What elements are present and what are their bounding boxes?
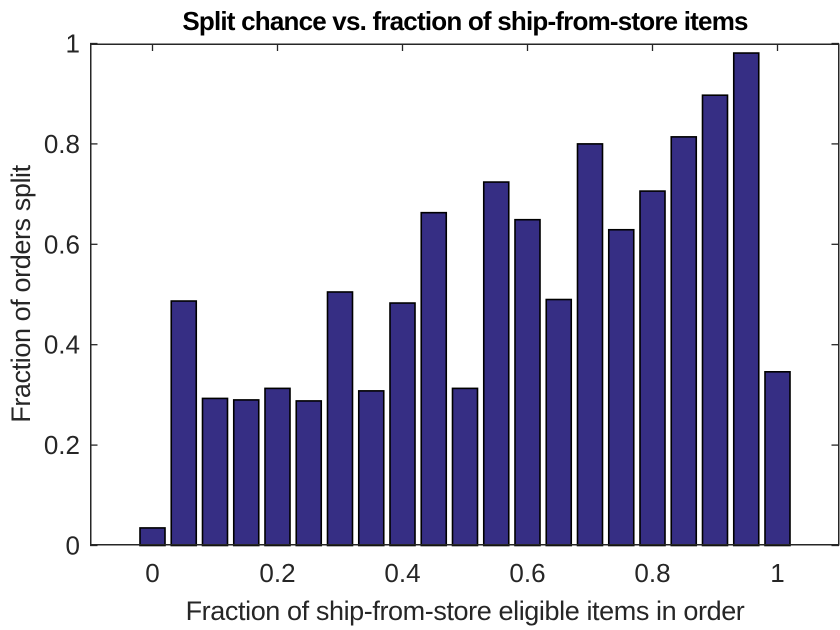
y-tick-label: 0.4 bbox=[44, 330, 80, 360]
bar bbox=[701, 94, 729, 547]
bar bbox=[201, 397, 229, 547]
bar bbox=[389, 302, 416, 547]
bar bbox=[420, 211, 448, 547]
bar bbox=[545, 298, 573, 547]
bar bbox=[264, 387, 291, 547]
bar bbox=[295, 400, 323, 547]
y-tick-label: 0 bbox=[66, 531, 80, 561]
bar bbox=[576, 143, 604, 547]
chart-title: Split chance vs. fraction of ship-from-s… bbox=[182, 6, 748, 36]
bar bbox=[451, 387, 479, 547]
y-tick-label: 0.2 bbox=[44, 430, 80, 460]
bar bbox=[482, 181, 510, 547]
bar bbox=[607, 228, 635, 547]
x-axis-label: Fraction of ship-from-store eligible ite… bbox=[186, 596, 745, 626]
x-tick-label: 0.8 bbox=[634, 558, 670, 588]
bar-series bbox=[139, 52, 791, 547]
axes-box bbox=[90, 43, 840, 546]
x-tick-label: 0.2 bbox=[259, 558, 295, 588]
bar bbox=[139, 527, 166, 547]
bar bbox=[639, 190, 666, 547]
y-tick-label: 0.6 bbox=[44, 229, 80, 259]
y-tick-label: 0.8 bbox=[44, 129, 80, 159]
bar bbox=[764, 371, 791, 547]
y-tick-label: 1 bbox=[66, 29, 80, 59]
bar bbox=[232, 399, 260, 547]
x-tick-label: 0.4 bbox=[384, 558, 420, 588]
axes-box-outline bbox=[90, 43, 840, 546]
bar bbox=[514, 218, 541, 547]
bar bbox=[326, 291, 354, 547]
bar bbox=[357, 390, 385, 547]
bar bbox=[732, 52, 760, 547]
x-tick-label: 0.6 bbox=[509, 558, 545, 588]
y-axis-label: Fraction of orders split bbox=[6, 164, 36, 422]
bar bbox=[170, 300, 198, 547]
x-tick-label: 0 bbox=[145, 558, 159, 588]
x-tick-label: 1 bbox=[770, 558, 784, 588]
bar bbox=[670, 136, 698, 547]
tick-labels: 0 0.2 0.4 0.6 0.8 1 0 0.2 0.4 0.6 0.8 1 bbox=[44, 29, 785, 589]
